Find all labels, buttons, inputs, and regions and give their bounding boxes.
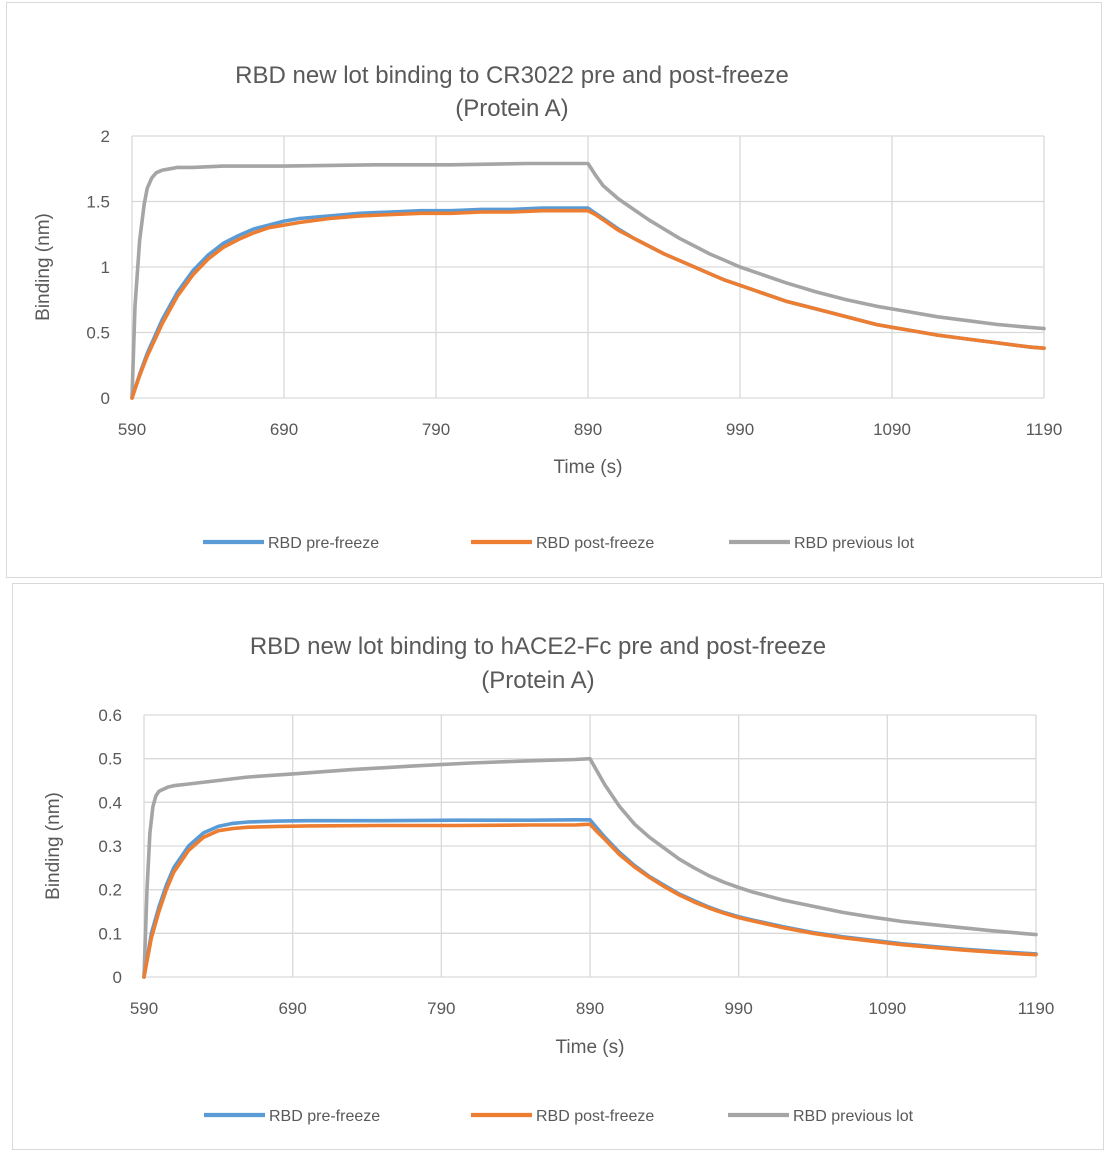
cr3022-series-rbd-post-freeze (130, 208, 1046, 400)
cr3022-x-tick-label: 890 (574, 420, 602, 439)
hace2-x-axis-label: Time (s) (556, 1037, 625, 1058)
hace2-y-axis-label: Binding (nm) (43, 792, 64, 900)
cr3022-y-tick-label: 0.5 (86, 324, 110, 343)
cr3022-y-tick-label: 2 (101, 127, 110, 146)
chart-cr3022: RBD new lot binding to CR3022 pre and po… (6, 2, 1102, 578)
cr3022-y-tick-label: 0 (101, 389, 110, 408)
hace2-series-rbd-post-freeze (142, 822, 1038, 979)
hace2-x-tick-label: 990 (724, 999, 752, 1018)
hace2-x-tick-label: 890 (576, 999, 604, 1018)
chart-hace2: RBD new lot binding to hACE2-Fc pre and … (12, 583, 1104, 1150)
chart-hace2-svg: RBD new lot binding to hACE2-Fc pre and … (43, 633, 1055, 1125)
hace2-x-tick-label: 1090 (868, 999, 906, 1018)
hace2-y-tick-label: 0.1 (98, 924, 122, 943)
hace2-title-line-2: (Protein A) (481, 667, 594, 694)
hace2-x-tick-label: 790 (427, 999, 455, 1018)
cr3022-y-tick-label: 1.5 (86, 193, 110, 212)
cr3022-title-line-2: (Protein A) (455, 95, 568, 122)
hace2-title-line-1: RBD new lot binding to hACE2-Fc pre and … (250, 633, 826, 660)
hace2-x-tick-label: 590 (130, 999, 158, 1018)
hace2-y-tick-label: 0.4 (98, 793, 122, 812)
cr3022-legend-label-1: RBD pre-freeze (268, 535, 379, 552)
hace2-y-tick-label: 0 (113, 968, 122, 987)
cr3022-x-tick-label: 990 (726, 420, 754, 439)
cr3022-title-line-1: RBD new lot binding to CR3022 pre and po… (235, 62, 789, 89)
hace2-x-tick-label: 1190 (1018, 999, 1055, 1018)
cr3022-y-tick-label: 1 (101, 258, 110, 277)
cr3022-legend-label-2: RBD post-freeze (536, 535, 654, 552)
hace2-y-tick-label: 0.5 (98, 750, 122, 769)
hace2-legend-label-2: RBD post-freeze (536, 1108, 654, 1125)
hace2-y-tick-label: 0.2 (98, 881, 122, 900)
cr3022-series-rbd-previous-lot (130, 161, 1046, 400)
cr3022-x-axis-label: Time (s) (554, 457, 623, 478)
hace2-series-rbd-previous-lot (142, 756, 1038, 979)
chart-cr3022-svg: RBD new lot binding to CR3022 pre and po… (33, 62, 1063, 552)
hace2-legend-label-1: RBD pre-freeze (269, 1108, 380, 1125)
hace2-legend-label-3: RBD previous lot (793, 1108, 914, 1125)
hace2-y-tick-label: 0.3 (98, 837, 122, 856)
cr3022-x-tick-label: 790 (422, 420, 450, 439)
cr3022-x-tick-label: 1190 (1026, 420, 1063, 439)
hace2-y-tick-label: 0.6 (98, 706, 122, 725)
hace2-x-tick-label: 690 (278, 999, 306, 1018)
cr3022-y-axis-label: Binding (nm) (33, 213, 54, 321)
cr3022-x-tick-label: 690 (270, 420, 298, 439)
cr3022-x-tick-label: 590 (118, 420, 146, 439)
cr3022-legend-label-3: RBD previous lot (794, 535, 915, 552)
cr3022-x-tick-label: 1090 (873, 420, 911, 439)
